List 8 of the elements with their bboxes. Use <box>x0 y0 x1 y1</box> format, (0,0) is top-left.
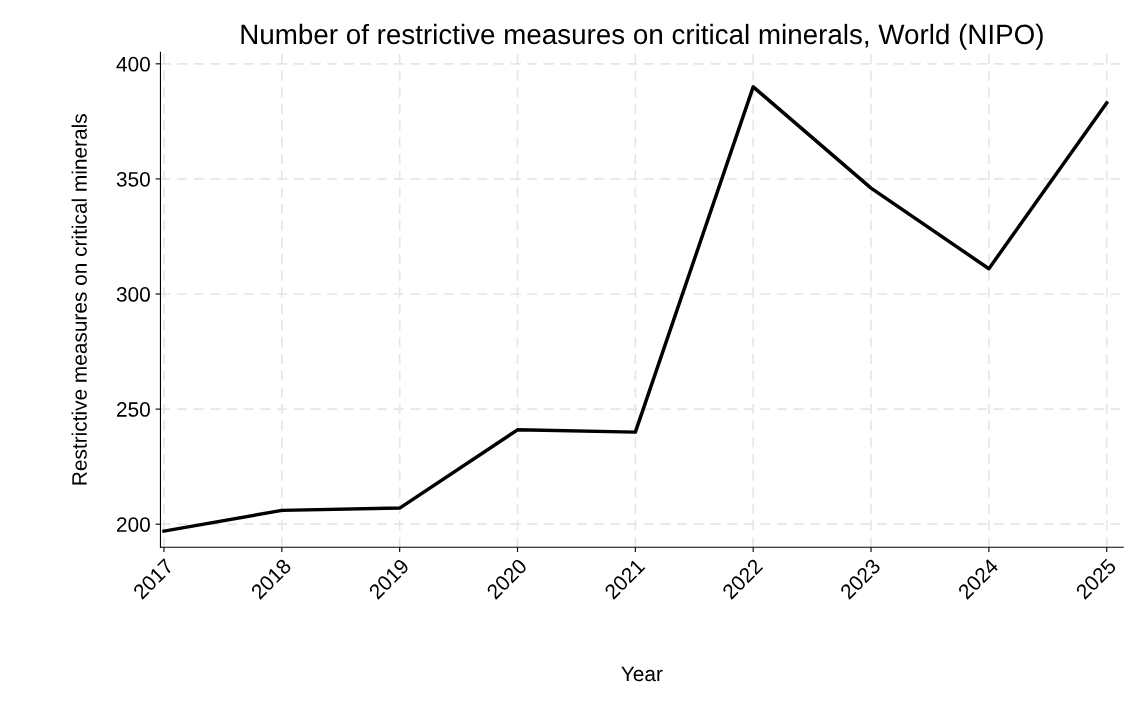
y-tick-label: 200 <box>117 517 150 532</box>
y-tick-label: 250 <box>117 402 150 417</box>
x-axis-title: Year <box>621 666 663 682</box>
chart-title: Number of restrictive measures on critical minerals, World (NIPO) <box>241 23 1043 50</box>
y-tick-label: 300 <box>116 287 150 302</box>
y-axis-title: Restrictive measures on critical minerals <box>71 114 87 485</box>
y-tick-label: 350 <box>116 171 150 187</box>
y-tick-label: 400 <box>116 56 150 72</box>
